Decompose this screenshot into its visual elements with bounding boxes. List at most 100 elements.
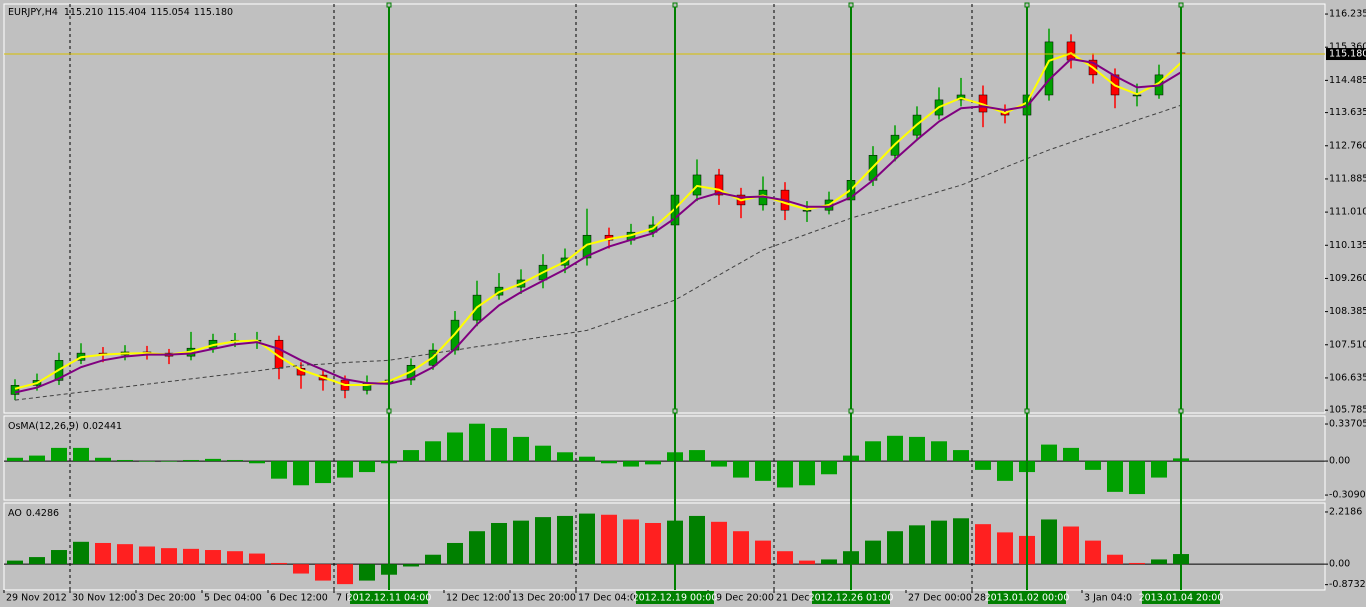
candle-body	[1066, 41, 1076, 61]
histogram-bar	[601, 514, 617, 565]
marker-label-box	[350, 591, 428, 604]
x-tick-label: 13 Dec 20:00	[512, 593, 576, 604]
ohlc-value: 115.404	[107, 7, 146, 18]
histogram-bar	[711, 461, 727, 467]
histogram-bar	[513, 436, 529, 462]
histogram-bar	[909, 436, 925, 462]
histogram-bar	[117, 459, 133, 462]
histogram-bar	[755, 461, 771, 481]
histogram-bar	[997, 461, 1013, 481]
histogram-bar	[1085, 461, 1101, 470]
histogram-bar	[1041, 444, 1057, 462]
y-tick-label: 0.00	[1329, 559, 1350, 570]
histogram-bar	[139, 461, 155, 462]
marker-handle	[1178, 408, 1184, 414]
y-tick-label: 116.235	[1329, 9, 1366, 20]
histogram-bar	[73, 447, 89, 462]
histogram-bar	[95, 457, 111, 462]
histogram-bar	[953, 518, 969, 565]
panel	[3, 502, 1326, 591]
marker-handle	[386, 408, 392, 414]
histogram-bar	[403, 450, 419, 462]
indicator-value: 0.4286	[26, 508, 59, 519]
indicator-title: OsMA(12,26,9) 0.02441	[8, 421, 122, 432]
histogram-bar	[777, 461, 793, 488]
histogram-bar	[117, 544, 133, 565]
indicator-value: 0.02441	[83, 421, 122, 432]
y-tick-label: 107.510	[1329, 339, 1366, 350]
histogram-bar	[645, 522, 661, 565]
x-tick-label: 17 Dec 04:00	[578, 593, 642, 604]
histogram-bar	[733, 531, 749, 565]
histogram-bar	[249, 461, 265, 464]
marker-handle	[1178, 2, 1184, 8]
histogram-bar	[777, 551, 793, 565]
panel	[3, 3, 1326, 414]
histogram-bar	[359, 461, 375, 473]
histogram-bar	[1129, 562, 1145, 565]
histogram-bar	[205, 550, 221, 565]
x-tick-label: 21 Dec 04	[776, 593, 825, 604]
histogram-bar	[755, 540, 771, 565]
moving-average	[14, 52, 1182, 390]
histogram-bar	[73, 541, 89, 565]
histogram-bar	[1063, 447, 1079, 462]
y-tick-label: 0.00	[1329, 456, 1350, 467]
histogram-bar	[1129, 461, 1145, 495]
marker-label-box	[812, 591, 890, 604]
histogram-bar	[909, 525, 925, 565]
histogram-bar	[689, 515, 705, 565]
moving-average	[14, 57, 1182, 394]
histogram-bar	[711, 521, 727, 565]
histogram-bar	[29, 455, 45, 462]
histogram-bar	[799, 461, 815, 486]
marker-label: 2012.12.11 04:00	[347, 593, 432, 604]
histogram-bar	[733, 461, 749, 478]
histogram-bar	[1107, 461, 1123, 492]
histogram-bar	[271, 562, 287, 565]
histogram-bar	[865, 441, 881, 462]
x-tick-label: 19 Dec 20:00	[710, 593, 774, 604]
histogram-bar	[931, 441, 947, 462]
marker-handle	[672, 2, 678, 8]
histogram-bar	[227, 551, 243, 565]
histogram-bar	[887, 435, 903, 462]
histogram-bar	[579, 513, 595, 565]
histogram-bar	[249, 553, 265, 565]
marker-label: 2012.12.19 00:00	[633, 593, 718, 604]
histogram-bar	[337, 461, 353, 478]
marker-handle	[672, 408, 678, 414]
marker-handle	[1024, 2, 1030, 8]
histogram-bar	[183, 459, 199, 462]
histogram-bar	[469, 423, 485, 462]
x-tick-label: 7 Dec	[336, 593, 363, 604]
histogram-bar	[7, 560, 23, 565]
histogram-bar	[975, 524, 991, 565]
histogram-bar	[293, 461, 309, 486]
histogram-bar	[975, 461, 991, 470]
chart-header: EURJPY,H4 115.210 115.404 115.054 115.180	[8, 7, 233, 18]
histogram-bar	[51, 550, 67, 565]
histogram-bar	[953, 450, 969, 462]
ohlc-value: 115.180	[194, 7, 233, 18]
x-tick-label: 30 Nov 12:00	[72, 593, 136, 604]
histogram-bar	[689, 450, 705, 462]
histogram-bar	[557, 452, 573, 462]
y-tick-label: 110.135	[1329, 240, 1366, 251]
candle-body	[10, 385, 20, 395]
histogram-bar	[1151, 559, 1167, 565]
marker-handle	[1024, 408, 1030, 414]
histogram-bar	[425, 554, 441, 565]
ohlc-value: 115.054	[150, 7, 189, 18]
indicator-name: AO	[8, 508, 22, 519]
x-tick-label: 3 Dec 20:00	[138, 593, 196, 604]
x-tick-label: 6 Dec 12:00	[270, 593, 328, 604]
y-tick-label: 106.635	[1329, 372, 1366, 383]
histogram-bar	[601, 461, 617, 464]
y-tick-label: 108.385	[1329, 306, 1366, 317]
histogram-bar	[51, 447, 67, 462]
indicator-name: OsMA(12,26,9)	[8, 421, 79, 432]
histogram-bar	[535, 517, 551, 565]
